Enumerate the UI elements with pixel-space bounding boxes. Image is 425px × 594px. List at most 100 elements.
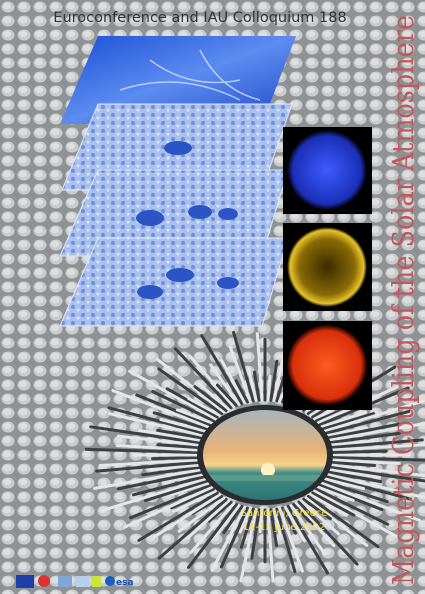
penumbra-filament (272, 508, 282, 537)
penumbra-filament (92, 468, 203, 490)
halpha-sun (287, 325, 367, 405)
penumbra-filament (107, 406, 206, 435)
penumbra-filament (328, 439, 375, 447)
penumbra-filament (269, 359, 279, 402)
penumbra-filament (214, 504, 241, 538)
penumbra-filament (278, 507, 304, 573)
penumbra-filament (123, 485, 214, 529)
penumbra-filament (289, 504, 327, 556)
penumbra-filament (316, 485, 355, 502)
penumbra-filament (322, 399, 425, 433)
penumbra-filament (304, 496, 369, 547)
penumbra-filament (232, 330, 255, 403)
penumbra-filament (165, 387, 219, 419)
penumbra-filament (215, 383, 238, 407)
penumbra-filament (324, 409, 411, 435)
penumbra-filament (138, 428, 203, 442)
penumbra-filament (239, 508, 258, 583)
spot (164, 141, 192, 155)
penumbra-filament (101, 477, 208, 512)
venue-place: Santorini, Greece (241, 508, 328, 519)
penumbra-filament (151, 390, 215, 423)
penumbra-filament (137, 491, 219, 542)
penumbra-filament (321, 479, 389, 504)
penumbra-filament (152, 411, 209, 431)
penumbra-filament (220, 358, 247, 405)
penumbra-filament (172, 489, 217, 513)
penumbra-filament (234, 379, 249, 404)
spot (137, 285, 163, 299)
penumbra-filament (111, 389, 210, 429)
penumbra-filament (153, 493, 221, 538)
penumbra-filament (156, 428, 204, 440)
penumbra-filament (292, 503, 314, 526)
penumbra-filament (329, 449, 388, 455)
penumbra-filament (89, 425, 203, 445)
penumbra-filament (327, 431, 402, 445)
penumbra-filament (309, 493, 348, 517)
penumbra-filament (95, 460, 202, 473)
penumbra-filament (238, 507, 252, 534)
penumbra-filament (128, 369, 217, 421)
penumbra-filament (117, 434, 202, 447)
penumbra-filament (258, 508, 264, 533)
penumbra-filament (210, 505, 247, 572)
photosphere-layer (59, 237, 289, 327)
penumbra-filament (200, 334, 244, 406)
penumbra-filament (191, 494, 224, 516)
spot (217, 277, 239, 289)
euv-sun (287, 130, 367, 210)
penumbra-filament (170, 487, 215, 510)
penumbra-filament (327, 421, 425, 442)
penumbra-filament (129, 483, 212, 520)
penumbra-filament (255, 332, 264, 402)
penumbra-filament (327, 465, 425, 483)
corona-layer (60, 36, 296, 124)
penumbra-filament (161, 472, 205, 484)
penumbra-filament (239, 507, 255, 549)
penumbra-filament (246, 366, 258, 402)
penumbra-filament (320, 481, 422, 522)
penumbra-filament (159, 417, 208, 433)
penumbra-filament (115, 444, 201, 452)
penumbra-filament (294, 501, 336, 548)
penumbra-filament (149, 463, 202, 472)
penumbra-filament (326, 422, 401, 440)
penumbra-filament (252, 370, 261, 402)
penumbra-filament (325, 426, 369, 438)
penumbra-filament (320, 410, 368, 429)
penumbra-filament (299, 499, 340, 536)
penumbra-filament (175, 408, 214, 425)
penumbra-filament (328, 438, 424, 450)
penumbra-filament (207, 500, 233, 523)
penumbra-filament (328, 463, 425, 477)
penumbra-filament (98, 458, 201, 468)
logo-text: esa (116, 578, 134, 588)
venue-dates: 11-15 June 2002 (243, 522, 326, 533)
spot (188, 205, 212, 219)
penumbra-filament (313, 489, 399, 539)
penumbra-filament (209, 363, 241, 406)
side-title: Magnetic Coupling of the Solar Atmospher… (386, 15, 420, 585)
penumbra-filament (193, 385, 228, 413)
penumbra-filament (329, 443, 425, 452)
penumbra-filament (187, 503, 238, 569)
penumbra-filament (266, 374, 272, 402)
penumbra-filament (185, 499, 231, 540)
spot (218, 208, 238, 220)
penumbra-filament (116, 470, 204, 491)
penumbra-filament (286, 504, 329, 575)
penumbra-filament (327, 468, 382, 479)
spot (136, 210, 164, 226)
loops (119, 49, 261, 101)
penumbra-filament (306, 494, 380, 549)
sponsor-logos: esa (16, 575, 134, 588)
penumbra-filament (321, 412, 376, 431)
penumbra-filament (189, 501, 236, 554)
xray-sun (287, 227, 367, 307)
penumbra-filament (326, 470, 383, 484)
penumbra-filament (143, 479, 209, 503)
penumbra-filament (281, 506, 297, 535)
